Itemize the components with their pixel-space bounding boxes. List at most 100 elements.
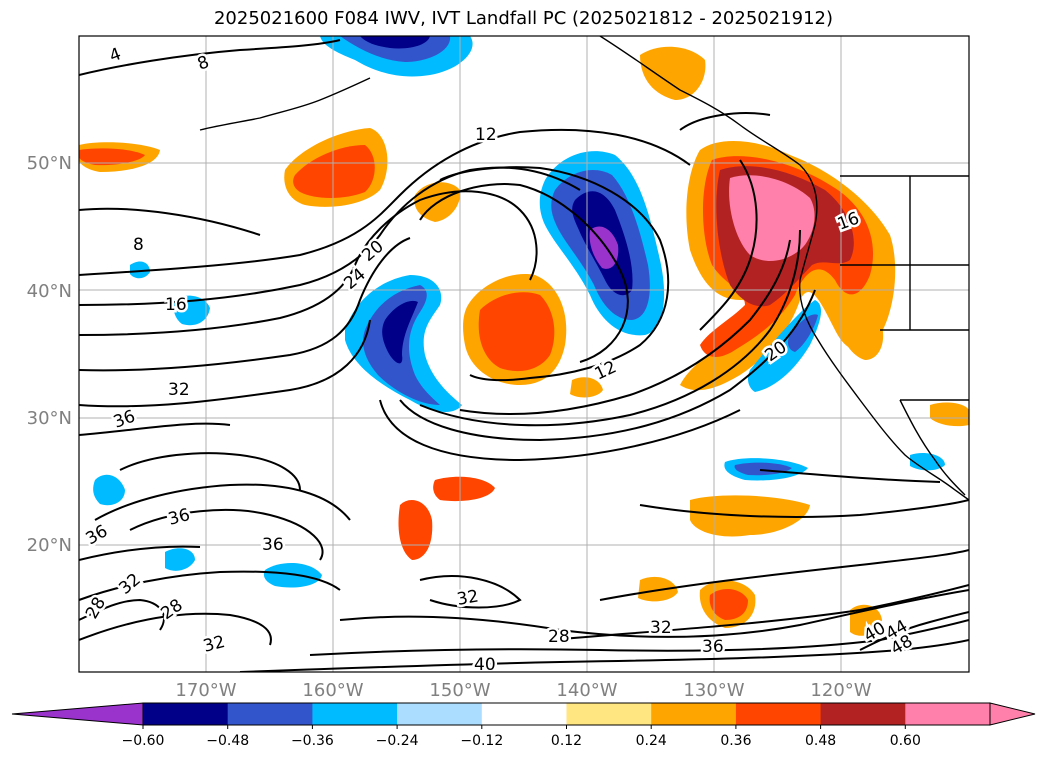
positive-region-sub-6 (638, 576, 678, 602)
colorbar-tick-label: −0.12 (460, 733, 503, 749)
colorbar-tick-label: 0.48 (805, 733, 836, 749)
colorbar-segment (227, 703, 313, 725)
contour-line (79, 545, 201, 561)
positive-region-northwest-inner (293, 145, 375, 198)
map-panel: 4 8 8 12 12 16 16 20 20 24 32 36 36 36 3… (79, 36, 969, 675)
positive-region-alaska (640, 46, 706, 100)
lat-label-40n: 40°N (27, 281, 72, 302)
contour-line (639, 499, 969, 518)
positive-region-central-inner (478, 292, 555, 372)
colorbar-tick-labels: −0.60 −0.48 −0.36 −0.24 −0.12 0.12 0.24 0.36 0.4… (122, 733, 921, 749)
positive-region-farwest-inner (79, 148, 145, 166)
colorbar-segment (397, 703, 483, 725)
contour-line (79, 207, 261, 236)
contour-line (459, 239, 791, 416)
lon-label-140w: 140°W (556, 680, 617, 701)
contour-line (79, 128, 691, 276)
contour-line (129, 509, 324, 561)
map-frame (78, 35, 970, 673)
negative-region-coast-core (787, 314, 818, 352)
lat-label-20n: 20°N (27, 535, 72, 556)
lat-label-50n: 50°N (27, 153, 72, 174)
contour-label: 16 (165, 295, 187, 315)
contour-label: 32 (455, 586, 480, 609)
contour-label: 8 (133, 235, 144, 255)
lon-label-170w: 170°W (175, 680, 236, 701)
ivt-contour-layer (79, 39, 969, 672)
contour-line (79, 190, 538, 336)
contour-line (79, 422, 231, 436)
colorbar-tick-label: −0.24 (376, 733, 419, 749)
colorbar-tick-label: −0.60 (122, 733, 165, 749)
contour-label: 36 (262, 535, 284, 555)
contour-line (549, 584, 969, 641)
contour-line (79, 319, 371, 408)
contour-line (379, 399, 741, 462)
colorbar-segment (312, 703, 398, 725)
contour-line (419, 575, 522, 609)
latitude-labels: 50°N 40°N 30°N 20°N (27, 153, 72, 556)
negative-region-west-arc-core (382, 300, 418, 364)
colorbar (11, 702, 1036, 729)
contour-line (699, 159, 758, 331)
contour-line (419, 229, 801, 427)
contour-label: 12 (475, 125, 497, 145)
map-title: 2025021600 F084 IWV, IVT Landfall PC (20… (213, 8, 834, 29)
negative-region-central-north-min (589, 226, 619, 269)
contour-label: 36 (702, 637, 724, 657)
contour-label: 32 (650, 618, 672, 638)
colorbar-tick-label: 0.12 (551, 733, 582, 749)
positive-region-sub-2-inner (709, 588, 748, 620)
lon-label-150w: 150°W (429, 680, 490, 701)
colorbar-extend-max (989, 702, 1036, 726)
negative-region-small-3 (93, 474, 125, 506)
colorbar-extend-min (11, 702, 144, 726)
coastline-baja (899, 399, 966, 496)
contour-line (239, 639, 969, 672)
lat-label-30n: 30°N (27, 408, 72, 429)
contour-line (679, 112, 771, 131)
positive-region-coast-2 (835, 296, 884, 360)
colorbar-segment (143, 703, 229, 725)
contour-line (339, 589, 969, 638)
lon-label-160w: 160°W (302, 680, 363, 701)
coastline-layer (199, 36, 969, 501)
contour-line (399, 289, 816, 442)
positive-region-sub-4 (433, 476, 495, 502)
positive-region-westcoast-peak (729, 175, 815, 262)
contour-line (79, 570, 341, 601)
contour-label: 40 (474, 655, 496, 675)
negative-region-alaska-top (360, 36, 430, 49)
contour-line (79, 598, 165, 631)
contour-line (94, 483, 351, 521)
negative-region-small-2 (173, 295, 210, 326)
colorbar-tick-label: 0.36 (720, 733, 751, 749)
contour-line (79, 612, 272, 646)
contour-label: 28 (548, 627, 570, 647)
contour-line (119, 452, 301, 491)
colorbar-tick-label: 0.24 (636, 733, 667, 749)
negative-region-small-7 (130, 261, 150, 279)
colorbar-segment (481, 703, 567, 725)
colorbar-segment (735, 703, 822, 725)
lon-label-120w: 120°W (810, 680, 871, 701)
longitude-labels: 170°W 160°W 150°W 140°W 130°W 120°W (175, 680, 871, 701)
contour-line (439, 166, 670, 382)
colorbar-tick-label: −0.36 (291, 733, 334, 749)
contour-line (419, 183, 629, 363)
negative-region-small-5 (165, 548, 195, 571)
colorbar-tick-label: 0.60 (890, 733, 921, 749)
graticule (79, 36, 969, 672)
colorbar-segment (651, 703, 737, 725)
coastline-north-america (599, 36, 969, 501)
contour-line (599, 549, 969, 601)
colorbar-tick-label: −0.48 (206, 733, 249, 749)
contour-line (759, 469, 941, 483)
coastline-alaska-islands (199, 77, 371, 131)
contour-line (79, 39, 341, 76)
colorbar-segment (820, 703, 906, 725)
colorbar-segment (905, 703, 991, 725)
contour-line (309, 619, 969, 656)
positive-region-baja (930, 402, 969, 427)
contour-line (859, 611, 969, 651)
